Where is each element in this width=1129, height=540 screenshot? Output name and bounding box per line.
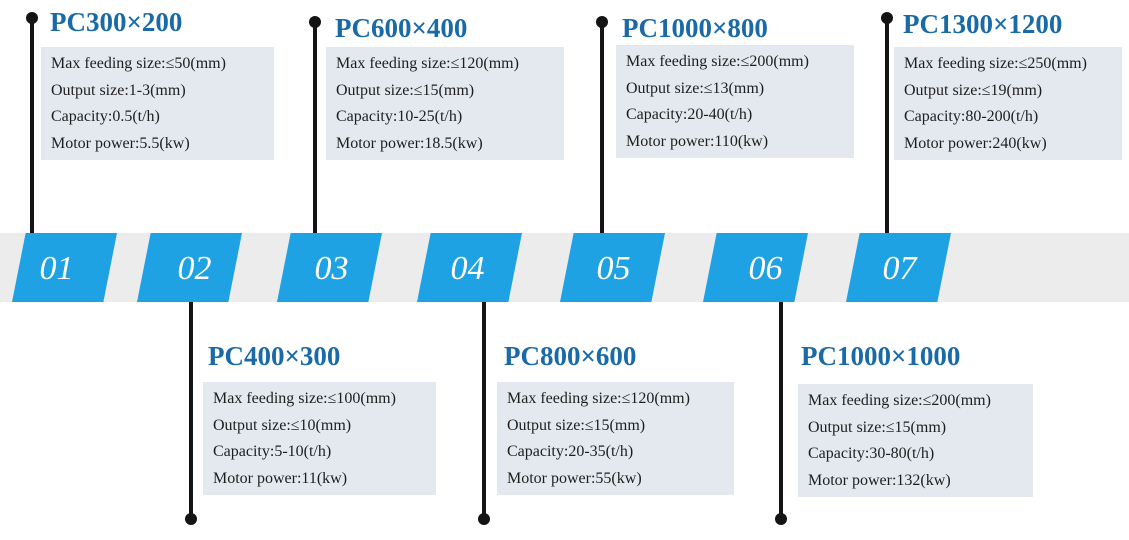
badge-number-02: 02: [177, 250, 212, 287]
spec-card-06: Max feeding size:≤200(mm) Output size:≤1…: [798, 384, 1033, 497]
model-title-07: PC1300×1200: [903, 9, 1063, 39]
spec-max-feeding: Max feeding size:≤120(mm): [336, 55, 519, 72]
badge-06: [703, 233, 808, 302]
badge-number-04: 04: [450, 250, 485, 287]
spec-max-feeding: Max feeding size:≤250(mm): [904, 55, 1087, 72]
badge-05: [560, 233, 665, 302]
stem-dot-07: [881, 12, 893, 24]
spec-capacity: Capacity:20-35(t/h): [507, 443, 634, 460]
stem-dot-02: [185, 513, 197, 525]
badge-03: [277, 233, 382, 302]
spec-max-feeding: Max feeding size:≤100(mm): [213, 390, 396, 407]
stem-dot-03: [309, 16, 321, 28]
badge-number-06: 06: [748, 250, 783, 287]
spec-capacity: Capacity:30-80(t/h): [808, 445, 935, 462]
stem-03: [313, 22, 317, 233]
spec-output-size: Output size:≤19(mm): [904, 81, 1043, 99]
spec-motor-power: Motor power:240(kw): [904, 134, 1047, 152]
badge-04: [417, 233, 522, 302]
spec-output-size: Output size:≤15(mm): [336, 81, 475, 99]
spec-motor-power: Motor power:11(kw): [213, 469, 348, 487]
spec-output-size: Output size:≤10(mm): [213, 416, 352, 434]
badge-07: [846, 233, 951, 302]
spec-output-size: Output size:≤15(mm): [808, 418, 947, 436]
badge-01: [12, 233, 117, 302]
spec-max-feeding: Max feeding size:≤200(mm): [626, 53, 809, 70]
model-title-03: PC600×400: [335, 13, 468, 43]
spec-card-01: Max feeding size:≤50(mm) Output size:1-3…: [41, 47, 274, 160]
spec-motor-power: Motor power:55(kw): [507, 469, 642, 487]
stem-07: [885, 18, 889, 233]
stem-05: [600, 22, 604, 233]
spec-capacity: Capacity:80-200(t/h): [904, 108, 1039, 125]
model-title-05: PC1000×800: [622, 13, 768, 43]
spec-motor-power: Motor power:110(kw): [626, 132, 769, 150]
spec-max-feeding: Max feeding size:≤120(mm): [507, 390, 690, 407]
badge-number-05: 05: [596, 250, 631, 287]
badge-02: [137, 233, 242, 302]
spec-capacity: Capacity:5-10(t/h): [213, 443, 332, 460]
stem-dot-04: [478, 513, 490, 525]
badge-number-07: 07: [882, 250, 917, 287]
model-title-06: PC1000×1000: [801, 341, 961, 371]
spec-card-03: Max feeding size:≤120(mm) Output size:≤1…: [326, 47, 564, 160]
spec-card-07: Max feeding size:≤250(mm) Output size:≤1…: [894, 47, 1122, 160]
spec-output-size: Output size:≤15(mm): [507, 416, 646, 434]
model-title-04: PC800×600: [504, 341, 637, 371]
spec-capacity: Capacity:10-25(t/h): [336, 108, 463, 125]
spec-max-feeding: Max feeding size:≤50(mm): [51, 55, 226, 72]
spec-capacity: Capacity:20-40(t/h): [626, 106, 753, 123]
spec-output-size: Output size:≤13(mm): [626, 79, 765, 97]
stem-01: [30, 18, 34, 233]
spec-card-04: Max feeding size:≤120(mm) Output size:≤1…: [497, 382, 734, 495]
stem-02: [189, 302, 193, 520]
badge-number-03: 03: [314, 250, 349, 287]
model-title-01: PC300×200: [50, 7, 183, 37]
stem-dot-01: [26, 12, 38, 24]
spec-motor-power: Motor power:18.5(kw): [336, 134, 483, 152]
model-title-02: PC400×300: [208, 341, 341, 371]
spec-motor-power: Motor power:132(kw): [808, 471, 951, 489]
spec-motor-power: Motor power:5.5(kw): [51, 134, 190, 152]
spec-capacity: Capacity:0.5(t/h): [51, 108, 160, 125]
stem-06: [779, 302, 783, 520]
stem-dot-06: [775, 513, 787, 525]
badge-number-01: 01: [39, 250, 74, 287]
stem-dot-05: [596, 16, 608, 28]
spec-card-05: Max feeding size:≤200(mm) Output size:≤1…: [616, 45, 854, 158]
spec-card-02: Max feeding size:≤100(mm) Output size:≤1…: [203, 382, 436, 495]
stem-04: [482, 302, 486, 520]
spec-max-feeding: Max feeding size:≤200(mm): [808, 392, 991, 409]
spec-output-size: Output size:1-3(mm): [51, 81, 186, 99]
